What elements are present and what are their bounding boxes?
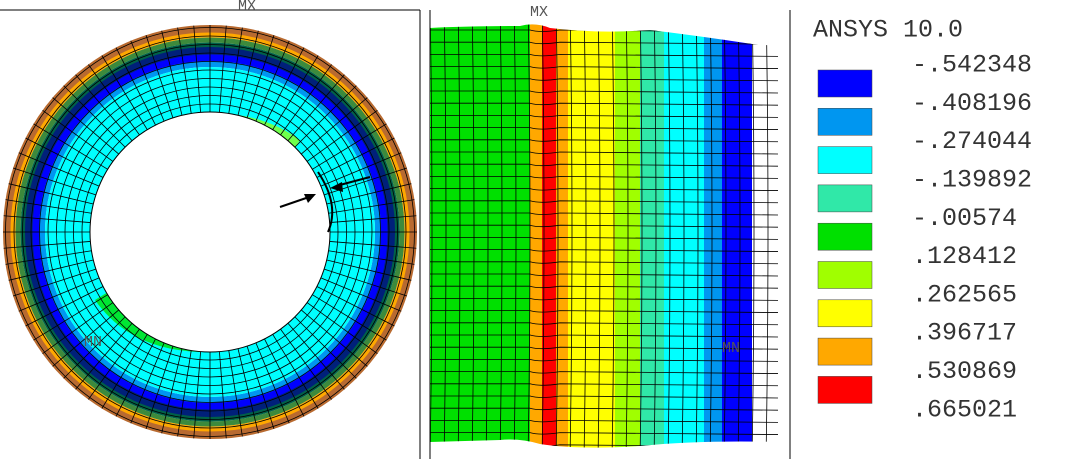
min-label: MN [84, 334, 102, 351]
contour-band [568, 0, 615, 459]
legend-value: .128412 [912, 242, 1017, 271]
contour-band [615, 0, 640, 459]
legend-swatch [818, 147, 872, 174]
legend-value: .665021 [912, 395, 1017, 424]
legend-value: .262565 [912, 280, 1017, 309]
legend-value: -.139892 [912, 166, 1032, 195]
legend-swatch [818, 223, 872, 250]
legend: ANSYS 10.0 -.542348 -.408196 -.274044 -.139… [813, 16, 1032, 425]
legend-title: ANSYS 10.0 [813, 16, 963, 45]
legend-value: .530869 [912, 357, 1017, 386]
legend-swatch [818, 70, 872, 97]
ring-view: MX MN [0, 0, 420, 459]
min-label: MN [722, 340, 740, 357]
cylinder-view: MX MN [430, 0, 790, 459]
contour-band [640, 0, 664, 459]
max-label: MX [530, 4, 548, 21]
mesh-line [752, 0, 754, 459]
contour-band [722, 0, 752, 459]
ring-contour [3, 25, 417, 439]
contour-band [530, 0, 542, 459]
hole [90, 112, 330, 352]
legend-value: .396717 [912, 319, 1017, 348]
legend-swatch [818, 376, 872, 403]
legend-value: -.408196 [912, 89, 1032, 118]
legend-swatch [818, 108, 872, 135]
legend-value: -.274044 [912, 127, 1032, 156]
legend-swatch [818, 262, 872, 289]
legend-swatch [818, 300, 872, 327]
contour-band [704, 0, 722, 459]
legend-swatch [818, 338, 872, 365]
cylinder-contour [430, 0, 780, 459]
legend-value: -.542348 [912, 51, 1032, 80]
max-label: MX [238, 0, 256, 15]
legend-swatch [818, 185, 872, 212]
screenshot: MX MN MX MN ANSYS 10.0 -.542348 -.408196 -… [0, 0, 1067, 459]
legend-value: -.00574 [912, 204, 1017, 233]
